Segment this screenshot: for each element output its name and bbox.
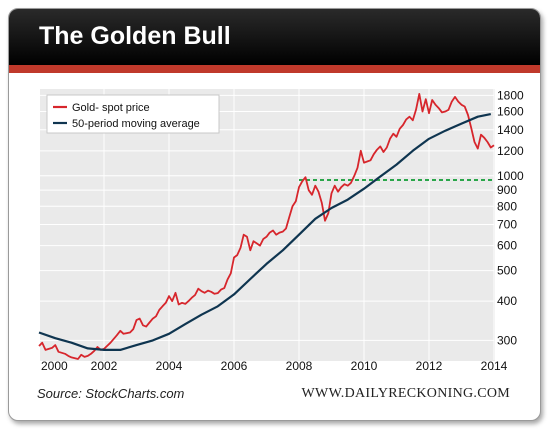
x-tick-label: 2004 [156,359,183,373]
y-tick-label: 1600 [497,105,524,119]
y-tick-label: 400 [497,294,517,308]
y-tick-label: 800 [497,199,517,213]
moving-average-line [38,113,492,351]
y-tick-label: 300 [497,333,517,347]
y-tick-label: 1200 [497,144,524,158]
gold-price-line [38,93,495,360]
legend-box [46,94,220,134]
x-tick-label: 2012 [416,359,443,373]
y-tick-label: 1000 [497,169,524,183]
legend-label: Gold- spot price [72,102,150,114]
chart-title: The Golden Bull [39,22,231,50]
y-tick-label: 1800 [497,88,524,102]
y-tick-label: 700 [497,218,517,232]
legend-label: 50-period moving average [72,118,200,130]
y-tick-label: 600 [497,239,517,253]
y-tick-label: 1400 [497,123,524,137]
x-tick-label: 2010 [351,359,378,373]
y-tick-label: 900 [497,183,517,197]
y-tick-label: 500 [497,264,517,278]
accent-stripe [9,65,540,73]
source-credit: Source: StockCharts.com [37,386,185,401]
x-tick-label: 2014 [481,359,508,373]
title-bar: The Golden Bull [9,9,540,65]
brand-url: WWW.DAILYRECKONING.COM [301,386,510,401]
x-tick-label: 2000 [41,359,68,373]
x-tick-label: 2008 [286,359,313,373]
x-tick-label: 2006 [221,359,248,373]
x-tick-label: 2002 [91,359,118,373]
